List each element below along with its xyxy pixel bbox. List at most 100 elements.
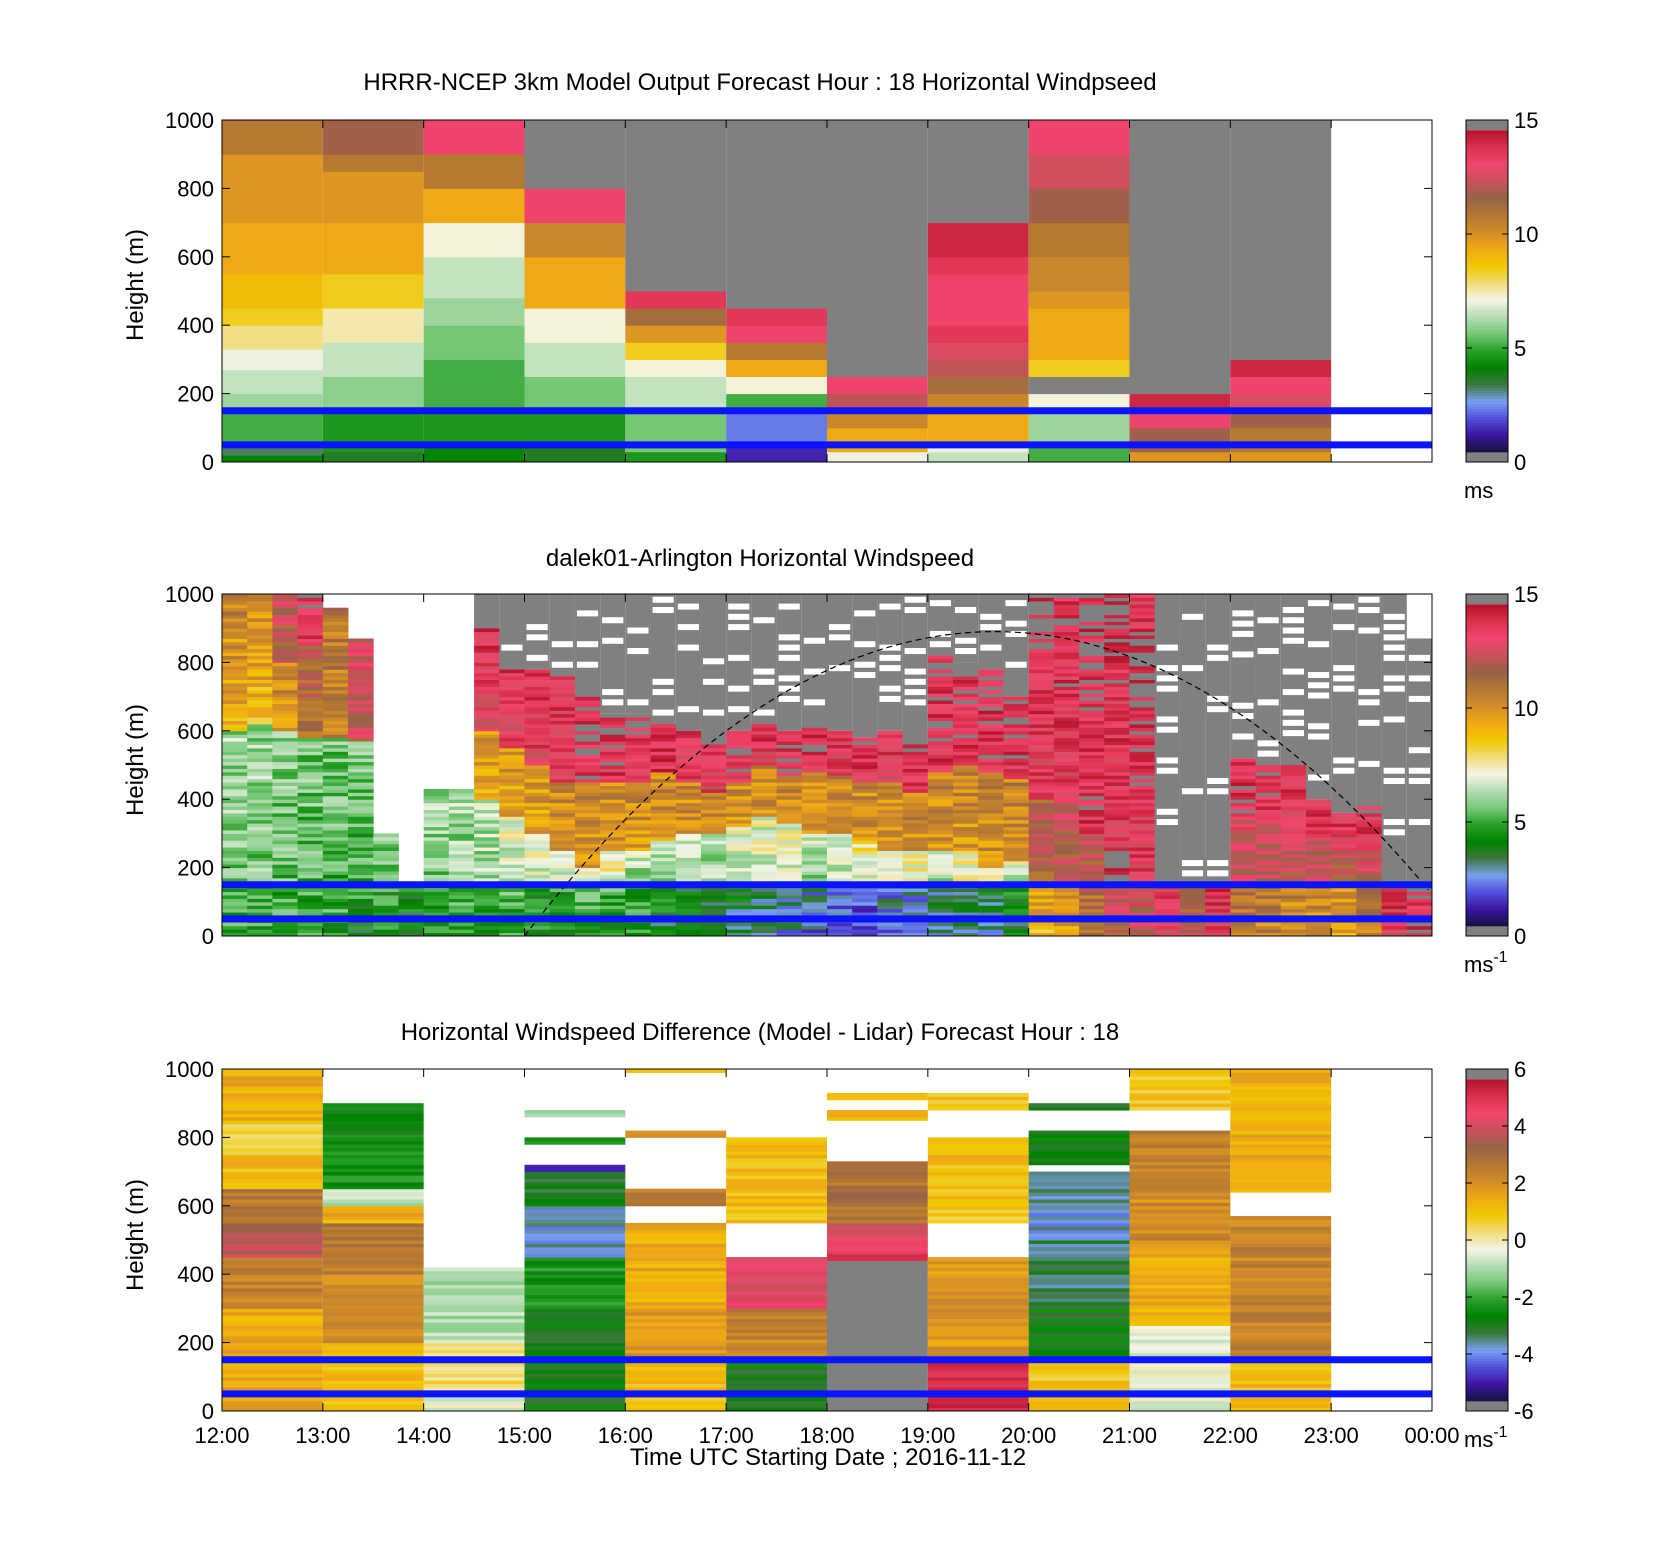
heatmap-cell [1305, 812, 1332, 817]
heatmap-cell [650, 857, 677, 862]
heatmap-cell [474, 652, 500, 657]
heatmap-cell [1230, 393, 1332, 412]
heatmap-cell [1230, 1226, 1332, 1231]
heatmap-cell [902, 768, 929, 773]
colorbar-swatch [1466, 1298, 1508, 1303]
heatmap-cell [322, 864, 349, 869]
colorbar-swatch [1466, 1325, 1508, 1330]
heatmap-cell [1104, 871, 1130, 875]
heatmap-cell [902, 925, 929, 930]
heatmap-cell [927, 1287, 1029, 1292]
heatmap-cell [1003, 871, 1030, 875]
heatmap-cell [751, 768, 777, 773]
heatmap-cell [776, 929, 803, 934]
heatmap-cell [675, 833, 702, 838]
heatmap-cell [322, 888, 349, 893]
heatmap-cell [927, 1267, 1029, 1272]
heatmap-cell [953, 853, 979, 858]
heatmap-cell [423, 188, 525, 224]
heatmap-cell [1255, 778, 1282, 783]
heatmap-cell [625, 894, 651, 899]
colorbar-swatch [1466, 274, 1508, 279]
heatmap-cell [1028, 1304, 1130, 1309]
colorbar-swatch [1466, 1352, 1508, 1356]
heatmap-cell [272, 819, 299, 824]
heatmap-cell [222, 222, 323, 275]
heatmap-cell [726, 1144, 827, 1149]
heatmap-cell [348, 638, 374, 643]
heatmap-cell [524, 1318, 626, 1323]
heatmap-cell [776, 819, 803, 824]
heatmap-cell [1028, 795, 1055, 800]
heatmap-cell [1230, 1123, 1332, 1128]
heatmap-gap [1156, 685, 1178, 692]
colorbar-swatch [1466, 1253, 1508, 1257]
heatmap-cell [1129, 652, 1156, 657]
heatmap-cell [650, 874, 677, 879]
heatmap-cell [423, 850, 450, 855]
heatmap-cell [1053, 785, 1080, 790]
heatmap-cell [625, 120, 727, 292]
heatmap-cell [322, 871, 349, 875]
heatmap-cell [499, 816, 525, 821]
heatmap-cell [1028, 607, 1055, 612]
heatmap-cell [1104, 662, 1130, 667]
heatmap-cell [272, 888, 299, 893]
heatmap-cell [1406, 905, 1433, 910]
heatmap-cell [348, 778, 374, 783]
heatmap-cell [423, 359, 525, 412]
heatmap-cell [474, 836, 500, 841]
heatmap-cell [574, 823, 601, 828]
heatmap-cell [927, 672, 954, 677]
heatmap-cell [222, 686, 248, 691]
colorbar-swatch [1466, 1130, 1508, 1134]
heatmap-cell [297, 730, 324, 735]
heatmap-gap [1232, 733, 1254, 740]
heatmap-cell [726, 894, 752, 899]
heatmap-cell [1230, 1096, 1332, 1101]
heatmap-cell [600, 860, 626, 865]
heatmap-cell [700, 929, 727, 934]
heatmap-cell [827, 1164, 928, 1169]
heatmap-cell [348, 682, 374, 687]
heatmap-cell [1129, 826, 1156, 831]
heatmap-cell [348, 703, 374, 708]
heatmap-cell [827, 1250, 928, 1255]
heatmap-cell [852, 768, 878, 773]
heatmap-cell [574, 758, 601, 763]
heatmap-cell [877, 925, 904, 930]
colorbar-swatch [1466, 890, 1508, 895]
heatmap-cell [1255, 857, 1282, 862]
heatmap-cell [1104, 877, 1130, 882]
heatmap-cell [827, 860, 853, 865]
heatmap-cell [1028, 792, 1055, 797]
heatmap-cell [1028, 1400, 1130, 1405]
heatmap-cell [297, 867, 324, 872]
heatmap-cell [524, 894, 551, 899]
heatmap-cell [1129, 451, 1231, 463]
heatmap-cell [297, 751, 324, 756]
heatmap-cell [272, 594, 299, 598]
colorbar-swatch [1466, 1349, 1508, 1354]
heatmap-cell [927, 1154, 1029, 1159]
heatmap-cell [902, 932, 929, 937]
heatmap-cell [1104, 847, 1130, 851]
heatmap-cell [675, 853, 702, 858]
colorbar-swatch [1466, 285, 1508, 289]
colorbar-swatch [1466, 427, 1508, 431]
heatmap-cell [1129, 823, 1156, 828]
heatmap-cell [524, 188, 626, 224]
heatmap-cell [1028, 1308, 1130, 1313]
colorbar-swatch [1466, 748, 1508, 753]
heatmap-cell [222, 1250, 323, 1255]
heatmap-cell [423, 802, 450, 807]
colorbar-swatch [1466, 813, 1508, 817]
heatmap-cell [953, 717, 979, 722]
colorbar-swatch [1466, 207, 1508, 212]
heatmap-cell [650, 727, 677, 732]
heatmap-cell [1230, 451, 1332, 463]
heatmap-cell [398, 901, 425, 906]
heatmap-cell [625, 1311, 727, 1316]
heatmap-cell [297, 932, 324, 937]
heatmap-cell [222, 782, 248, 787]
